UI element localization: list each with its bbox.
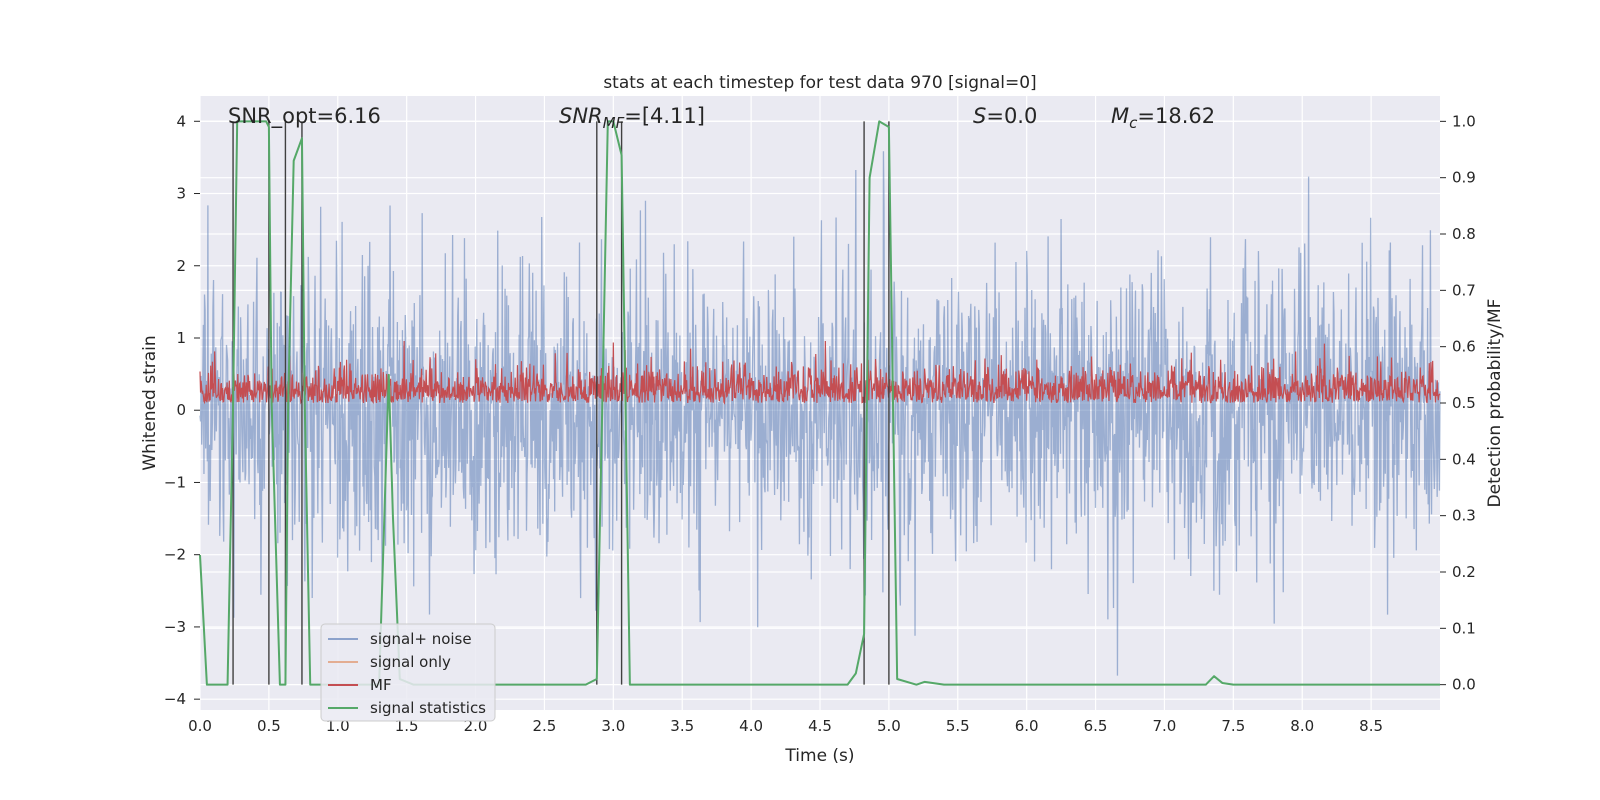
- x-tick-label: 7.0: [1153, 717, 1177, 735]
- annotation-mc-value: =18.62: [1137, 104, 1215, 128]
- left-y-tick-label: −2: [164, 546, 186, 564]
- left-y-tick-label: 2: [176, 257, 186, 275]
- left-y-tick-label: −3: [164, 618, 186, 636]
- left-y-tick-label: 1: [176, 329, 186, 347]
- left-y-tick-label: −1: [164, 473, 186, 491]
- legend-box: [320, 623, 496, 722]
- legend-label-signal-noise: signal+ noise: [370, 630, 472, 648]
- right-y-axis-ticks: 1.0 0.9 0.8 0.7 0.6 0.5 0.4 0.3 0.2 0.1 0.0: [1440, 112, 1476, 694]
- chart-title: stats at each timestep for test data 970…: [603, 73, 1036, 93]
- left-y-tick-label: −4: [164, 690, 186, 708]
- right-y-tick-label: 0.3: [1452, 507, 1476, 525]
- left-y-tick-label: 0: [176, 401, 186, 419]
- x-tick-label: 5.0: [877, 717, 901, 735]
- annotation-snr-mf-sub: MF: [603, 114, 625, 132]
- annotations: SNR_opt=6.16 SNRMF=[4.11] S=0.0 Mc=18.62: [228, 104, 1215, 132]
- left-y-axis-ticks: 4 3 2 1 0 −1 −2 −3 −4: [164, 112, 200, 708]
- right-y-tick-label: 0.4: [1452, 450, 1476, 468]
- legend-item-signal-statistics: signal statistics: [328, 699, 486, 717]
- annotation-snr-opt: SNR_opt=6.16: [228, 104, 381, 129]
- annotation-snr-mf-main: SNR: [559, 104, 603, 128]
- x-tick-label: 3.0: [601, 717, 625, 735]
- right-y-tick-label: 0.7: [1452, 281, 1476, 299]
- x-tick-label: 4.5: [808, 717, 832, 735]
- annotation-snr-mf: SNRMF=[4.11]: [559, 104, 705, 132]
- annotation-snr-mf-value: =[4.11]: [624, 104, 705, 128]
- right-y-tick-label: 0.9: [1452, 169, 1476, 187]
- left-y-tick-label: 4: [176, 112, 186, 130]
- right-y-tick-label: 0.2: [1452, 563, 1476, 581]
- right-y-tick-label: 1.0: [1452, 112, 1476, 130]
- x-tick-label: 0.0: [188, 717, 212, 735]
- annotation-mc-main: M: [1111, 104, 1129, 128]
- annotation-s: S=0.0: [973, 104, 1037, 128]
- right-y-tick-label: 0.8: [1452, 225, 1476, 243]
- left-y-tick-label: 3: [176, 185, 186, 203]
- legend-item-signal-only: signal only: [328, 653, 451, 671]
- x-tick-label: 7.5: [1221, 717, 1245, 735]
- plot-area: [199, 96, 1441, 710]
- left-y-axis-label: Whitened strain: [140, 335, 160, 470]
- annotation-mc-sub: c: [1129, 114, 1138, 132]
- series-mf: [199, 341, 1441, 405]
- annotation-s-value: =0.0: [986, 104, 1037, 128]
- legend-item-signal-noise: signal+ noise: [328, 630, 472, 648]
- signal-statistics-line: [199, 120, 1440, 686]
- right-y-axis-label: Detection probability/MF: [1485, 299, 1505, 508]
- right-y-tick-label: 0.5: [1452, 394, 1476, 412]
- x-tick-label: 8.0: [1290, 717, 1314, 735]
- legend-item-mf: MF: [328, 676, 392, 694]
- legend-label-mf: MF: [370, 676, 392, 694]
- right-y-tick-label: 0.1: [1452, 619, 1476, 637]
- x-tick-label: 8.5: [1359, 717, 1383, 735]
- x-tick-label: 4.0: [739, 717, 763, 735]
- x-tick-label: 0.5: [257, 717, 281, 735]
- x-axis-ticks: 0.0 0.5 1.0 1.5 2.0 2.5 3.0 3.5 4.0 4.5 5.0 5.5 6.0 6…: [188, 717, 1383, 735]
- series-signal-statistics: [199, 120, 1440, 686]
- x-axis-label: Time (s): [784, 746, 854, 766]
- right-y-tick-label: 0.0: [1452, 676, 1476, 694]
- right-y-tick-label: 0.6: [1452, 338, 1476, 356]
- legend-label-signal-only: signal only: [370, 653, 451, 671]
- legend-label-signal-statistics: signal statistics: [370, 699, 486, 717]
- annotation-mc: Mc=18.62: [1111, 104, 1215, 132]
- x-tick-label: 6.0: [1015, 717, 1039, 735]
- x-tick-label: 6.5: [1084, 717, 1108, 735]
- x-tick-label: 2.5: [533, 717, 557, 735]
- annotation-s-label: S: [973, 104, 986, 128]
- legend: signal+ noise signal only MF signal stat…: [320, 623, 496, 722]
- x-tick-label: 5.5: [946, 717, 970, 735]
- mf-line: [199, 341, 1441, 405]
- x-tick-label: 3.5: [670, 717, 694, 735]
